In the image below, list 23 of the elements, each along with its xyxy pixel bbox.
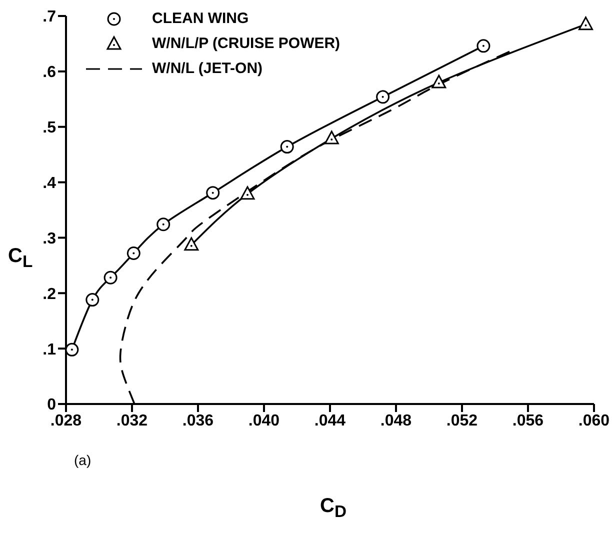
x-tick-label: .044 xyxy=(314,412,346,430)
legend-label: CLEAN WING xyxy=(152,9,249,29)
text: (a) xyxy=(74,452,92,468)
y-axis-title: C$_{L}$ xyxy=(8,245,33,272)
x-axis-title: C$_{D}$ xyxy=(320,495,346,522)
x-tick-label: .052 xyxy=(446,412,478,430)
y-tick-label: .1 xyxy=(42,341,56,358)
x-tick-label: .060 xyxy=(578,412,610,430)
x-tick-label: .056 xyxy=(512,412,544,430)
x-tick-label: .040 xyxy=(248,412,280,430)
x-tick-label: .032 xyxy=(116,412,148,430)
y-tick-label: .3 xyxy=(42,230,56,248)
y-tick-label: .5 xyxy=(42,120,56,137)
y-tick-label: .4 xyxy=(42,174,56,192)
y-tick-label: 0 xyxy=(47,396,56,414)
y-tick-label: .2 xyxy=(42,286,56,303)
legend-label: W/N/L/P (CRUISE POWER) xyxy=(152,34,340,54)
y-tick-label: .7 xyxy=(42,8,56,26)
legend-label: W/N/L (JET-ON) xyxy=(152,59,263,79)
x-tick-label: .036 xyxy=(182,412,214,430)
x-tick-label: .048 xyxy=(380,412,412,430)
x-tick-label: .028 xyxy=(50,412,82,430)
y-tick-label: .6 xyxy=(42,64,56,82)
